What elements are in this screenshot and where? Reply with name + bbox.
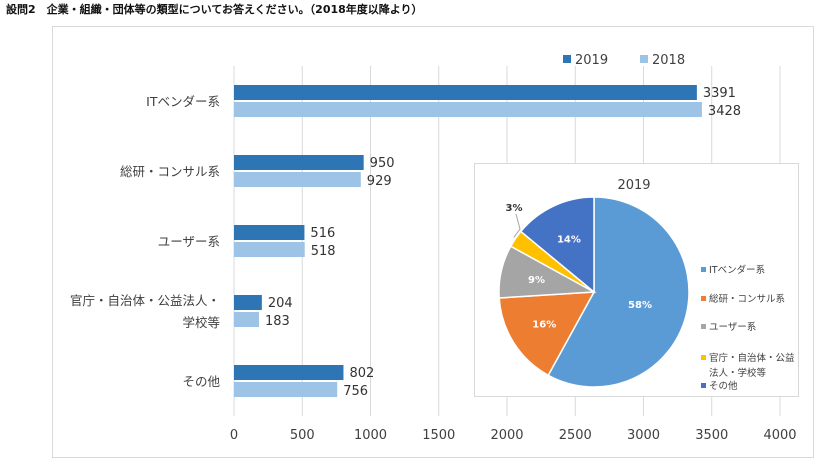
data-label-2019: 802: [349, 366, 374, 381]
x-tick-label: 4000: [763, 428, 796, 443]
pie-slice: [547, 196, 690, 388]
data-label-2019: 3391: [703, 86, 736, 101]
legend-swatch: [640, 55, 648, 63]
x-tick-label: 1500: [422, 428, 455, 443]
pie-slice: [498, 291, 596, 377]
category-label: その他: [182, 374, 220, 389]
x-tick-label: 3500: [695, 428, 728, 443]
data-label-2019: 950: [370, 156, 395, 171]
leader-line: [513, 213, 521, 238]
pie-slice: [519, 196, 595, 294]
pie-value-label: 9%: [528, 275, 545, 286]
pie-legend-label: ユーザー系: [709, 322, 756, 333]
page-heading: 設問2 企業・組織・団体等の類型についてお答えください。（2018年度以降より）: [6, 3, 423, 16]
category-label: ITベンダー系: [146, 94, 220, 109]
pie-legend-swatch: [701, 383, 706, 388]
data-label-2018: 3428: [708, 104, 741, 119]
data-label-2018: 929: [367, 174, 392, 189]
pie-title: 2019: [617, 178, 650, 193]
bar-2018: [234, 242, 305, 257]
data-label-2019: 204: [268, 296, 293, 311]
bar-2018: [234, 102, 702, 117]
legend-label: 2018: [652, 53, 685, 68]
data-label-2019: 516: [310, 226, 335, 241]
x-tick-label: 2000: [490, 428, 523, 443]
pie-value-label: 3%: [506, 203, 523, 214]
pie-legend-label: その他: [709, 380, 738, 392]
pie-legend-swatch: [701, 324, 706, 329]
pie-legend-swatch: [701, 296, 706, 301]
legend-label: 2019: [575, 53, 608, 68]
pie-legend-swatch: [701, 355, 706, 360]
pie-legend-label: 官庁・自治体・公益: [709, 352, 795, 364]
bar-2019: [234, 225, 305, 240]
category-label: 総研・コンサル系: [120, 164, 220, 179]
bar-2019: [234, 155, 364, 170]
bar-2019: [234, 365, 344, 380]
pie-legend-swatch: [701, 267, 706, 272]
data-label-2018: 518: [311, 244, 336, 259]
pie-value-label: 14%: [557, 235, 581, 246]
x-tick-label: 3000: [627, 428, 660, 443]
data-label-2018: 756: [343, 384, 368, 399]
x-tick-label: 2500: [559, 428, 592, 443]
category-label: ユーザー系: [158, 234, 220, 249]
bar-2019: [234, 85, 697, 100]
pie-legend-label: ITベンダー系: [709, 264, 765, 276]
pie-value-label: 58%: [628, 300, 652, 311]
x-tick-label: 0: [230, 428, 238, 443]
bar-2018: [234, 382, 338, 397]
category-label: 官庁・自治体・公益法人・: [70, 293, 220, 308]
x-tick-label: 1000: [354, 428, 387, 443]
pie-value-label: 16%: [532, 320, 556, 331]
bar-2019: [234, 295, 262, 310]
pie-legend-label: 法人・学校等: [709, 367, 767, 379]
category-label: 学校等: [182, 315, 220, 330]
bar-2018: [234, 172, 361, 187]
data-label-2018: 183: [265, 314, 290, 329]
bar-2018: [234, 312, 259, 327]
pie-legend-label: 総研・コンサル系: [709, 293, 785, 305]
x-tick-label: 500: [290, 428, 315, 443]
legend-swatch: [563, 55, 571, 63]
